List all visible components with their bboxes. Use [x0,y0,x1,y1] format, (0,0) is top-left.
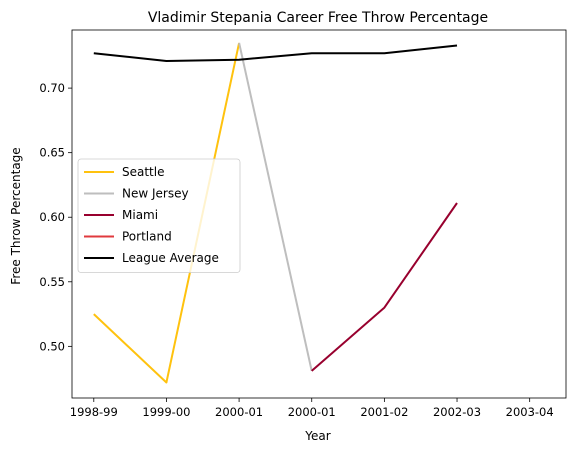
legend-label: New Jersey [122,187,189,201]
legend: Seattle New Jersey Miami Portland League Ave… [77,158,241,273]
series-line-2 [311,202,458,372]
legend-label: Miami [122,208,158,222]
x-tick-label: 1998-99 [70,405,118,419]
y-axis: 0.50 0.55 0.60 0.65 0.70 [39,81,72,353]
x-axis: 1998-99 1999-00 2000-01 2000-01 2001-02 2002-… [70,398,554,419]
x-axis-label: Year [304,429,330,443]
x-tick-label: 2003-04 [506,405,554,419]
legend-label: Seattle [122,165,164,179]
y-tick-label: 0.55 [39,275,65,289]
chart-title: Vladimir Stepania Career Free Throw Perc… [148,10,488,26]
y-tick-label: 0.70 [39,81,65,95]
x-tick-label: 2000-01 [215,405,263,419]
x-tick-label: 2002-03 [433,405,481,419]
legend-label: League Average [122,251,219,265]
y-tick-label: 0.60 [39,210,65,224]
legend-box [77,158,241,273]
series-line-4 [93,44,458,62]
x-tick-label: 1999-00 [142,405,190,419]
series-layer [93,42,458,384]
legend-label: Portland [122,230,172,244]
series-line-1 [238,42,313,372]
y-tick-label: 0.50 [39,339,65,353]
x-tick-label: 2001-02 [360,405,408,419]
plot-frame [71,29,567,399]
y-axis-label: Free Throw Percentage [9,147,23,284]
y-tick-label: 0.65 [39,146,65,160]
x-tick-label: 2000-01 [288,405,336,419]
series-line-0 [93,42,241,384]
